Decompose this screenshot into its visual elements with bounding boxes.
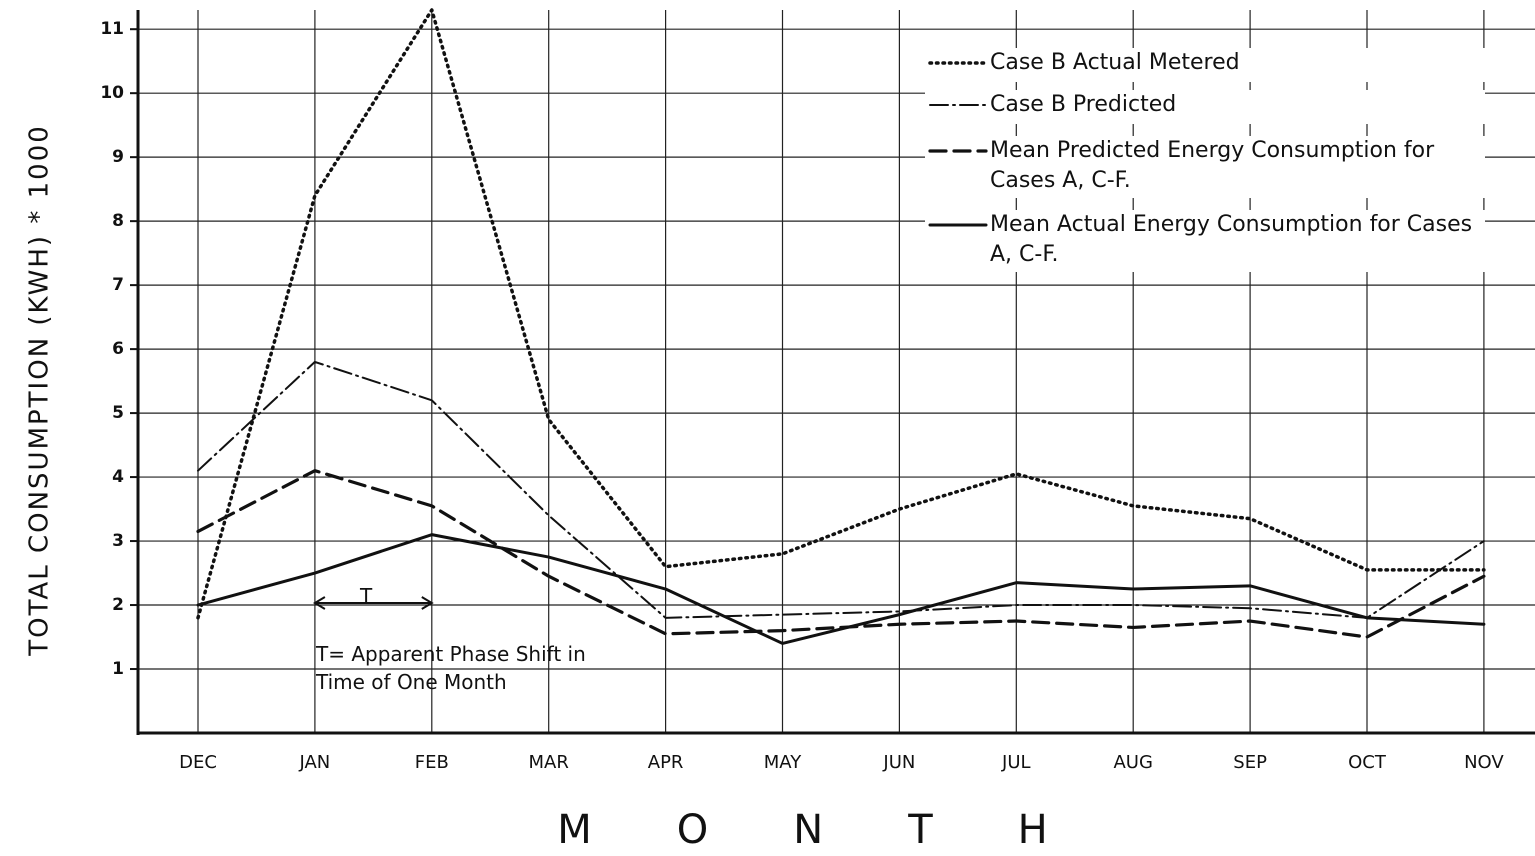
legend-bg [925,48,1485,82]
x-tick-label: NOV [1464,752,1504,773]
x-tick-label: JUN [882,752,915,773]
legend-label: Case B Actual Metered [990,50,1240,75]
y-tick-label: 7 [112,275,124,295]
x-axis-title: MONTH [557,807,1132,853]
legend-bg [925,90,1485,124]
y-tick-label: 2 [112,595,124,615]
x-tick-label: JAN [299,752,331,773]
y-tick-label: 11 [100,19,124,39]
arrow-head [312,596,434,610]
series-line [196,533,1486,645]
series-line [196,8,1486,620]
series-line [197,360,1485,619]
y-axis-title: TOTAL CONSUMPTION (KWH) * 1000 [25,124,55,657]
y-tick-label: 1 [112,659,124,679]
x-tick-label: AUG [1113,752,1152,773]
x-tick-label: JUL [1001,752,1031,773]
y-tick-label: 10 [100,83,124,103]
series-line [196,469,1486,639]
legend-label: Mean Actual Energy Consumption for Cases… [990,212,1473,267]
y-tick-label: 9 [112,147,124,167]
annotation: T= Apparent Phase Shift in Time of One M… [316,642,586,694]
y-tick-label: 4 [112,467,124,487]
x-tick-label: OCT [1348,752,1387,773]
x-tick-label: FEB [415,752,449,773]
legend-bg [925,210,1485,272]
y-tick-label: 5 [112,403,124,423]
y-tick-label: 8 [112,211,124,231]
x-tick-label: MAY [764,752,802,773]
legend-label: Mean Predicted Energy Consumption for Ca… [990,138,1435,193]
y-tick-label: 6 [112,339,124,359]
x-tick-label: SEP [1233,752,1267,773]
x-tick-label: MAR [529,752,569,773]
x-tick-label: APR [648,752,684,773]
legend-bg [925,136,1485,198]
x-tick-label: DEC [179,752,217,773]
y-tick-label: 3 [112,531,124,551]
annotation: T [360,584,373,608]
legend-label: Case B Predicted [990,92,1177,117]
